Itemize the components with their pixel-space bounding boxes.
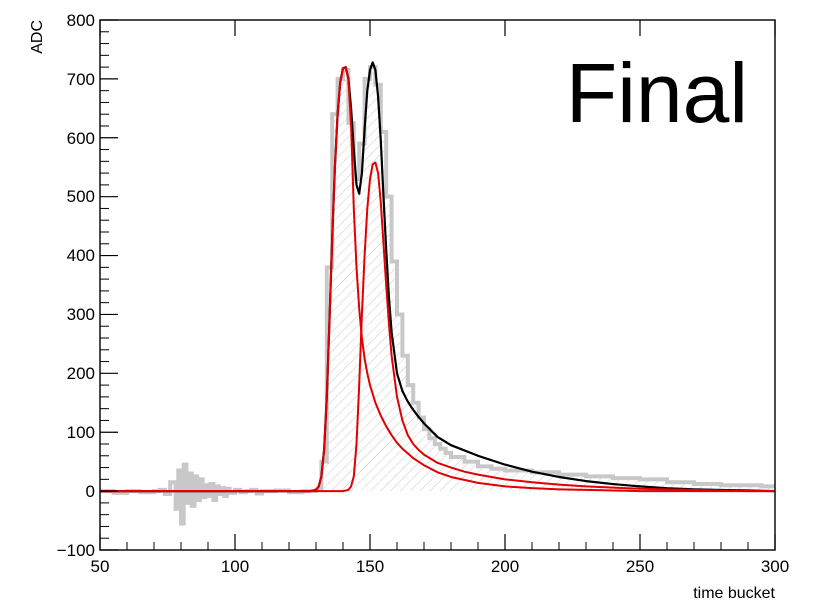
y-tick-label: 700	[67, 70, 95, 89]
plot-area	[100, 61, 775, 526]
y-tick-label: 800	[67, 11, 95, 30]
y-tick-label: 100	[67, 423, 95, 442]
y-tick-label: −100	[57, 541, 95, 560]
y-tick-label: 600	[67, 129, 95, 148]
y-tick-label: 200	[67, 364, 95, 383]
histogram-series	[100, 65, 775, 526]
component-fit-line-2	[100, 66, 775, 493]
y-tick-label: 0	[86, 482, 95, 501]
y-tick-label: 500	[67, 187, 95, 206]
y-tick-label: 300	[67, 305, 95, 324]
x-tick-label: 100	[221, 557, 249, 576]
final-annotation: Final	[566, 46, 748, 140]
component-fit-line-3	[100, 161, 775, 493]
x-tick-label: 200	[491, 557, 519, 576]
x-tick-label: 250	[626, 557, 654, 576]
axis-ticks	[99, 19, 776, 551]
x-axis-title: time bucket	[693, 585, 775, 602]
x-tick-label: 150	[356, 557, 384, 576]
y-tick-label: 400	[67, 246, 95, 265]
x-tick-label: 300	[761, 557, 789, 576]
plot-frame	[99, 19, 776, 551]
x-tick-label: 50	[91, 557, 110, 576]
y-axis-title: ADC	[29, 20, 46, 54]
